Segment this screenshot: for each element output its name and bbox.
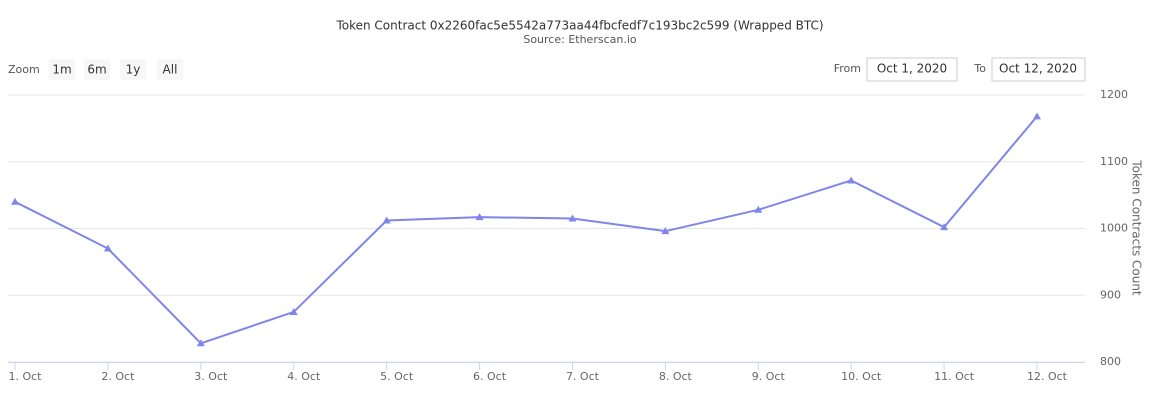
point-marker — [11, 197, 19, 205]
x-tick-label: 12. Oct — [1027, 370, 1068, 383]
point-marker — [661, 227, 670, 235]
point-marker — [103, 244, 112, 252]
to-value[interactable]: Oct 12, 2020 — [999, 62, 1077, 76]
zoom-label: Zoom — [8, 63, 40, 76]
zoom-button-label[interactable]: 1m — [52, 63, 71, 77]
x-tick-label: 8. Oct — [659, 370, 693, 383]
zoom-button[interactable] — [49, 59, 75, 80]
x-tick-label: 6. Oct — [473, 370, 507, 383]
point-marker — [940, 223, 949, 231]
x-tick-label: 1. Oct — [8, 370, 42, 383]
x-tick-label: 10. Oct — [841, 370, 882, 383]
x-tick-label: 9. Oct — [752, 370, 786, 383]
point-marker — [754, 205, 763, 213]
x-tick-label: 11. Oct — [934, 370, 975, 383]
from-input[interactable] — [866, 57, 958, 82]
y-tick-label: 800 — [1100, 355, 1121, 368]
point-marker — [475, 213, 484, 221]
from-value[interactable]: Oct 1, 2020 — [877, 62, 947, 76]
x-tick-label: 3. Oct — [194, 370, 228, 383]
zoom-button[interactable] — [84, 59, 110, 80]
x-tick-label: 5. Oct — [380, 370, 414, 383]
from-label: From — [834, 62, 861, 75]
line — [14, 115, 1038, 345]
point-marker — [382, 216, 391, 224]
zoom-button-label[interactable]: 1y — [126, 63, 141, 77]
zoom-button[interactable] — [120, 59, 146, 80]
x-tick-label: 2. Oct — [101, 370, 135, 383]
point-marker — [847, 176, 856, 184]
to-label: To — [973, 62, 986, 75]
zoom-buttons: 1m 6m 1y All — [49, 59, 183, 80]
x-tick-label: 7. Oct — [566, 370, 600, 383]
point-marker — [1033, 112, 1041, 120]
to-input[interactable] — [991, 57, 1086, 82]
chart-subtitle: Source: Etherscan.io — [523, 33, 637, 46]
chart-title: Token Contract 0x2260fac5e5542a773aa44fb… — [335, 19, 823, 33]
y-tick-label: 1000 — [1100, 222, 1128, 235]
y-tick-label: 900 — [1100, 288, 1121, 301]
y-tick-label: 1200 — [1100, 88, 1128, 101]
zoom-button[interactable] — [157, 59, 183, 80]
point-marker — [289, 307, 298, 315]
point-marker — [568, 214, 577, 222]
y-axis-title: Token Contracts Count — [1130, 159, 1144, 296]
zoom-button-label[interactable]: 6m — [87, 63, 106, 77]
point-marker — [196, 339, 205, 347]
y-tick-label: 1100 — [1100, 155, 1128, 168]
x-tick-label: 4. Oct — [287, 370, 321, 383]
zoom-button-label[interactable]: All — [163, 63, 178, 77]
